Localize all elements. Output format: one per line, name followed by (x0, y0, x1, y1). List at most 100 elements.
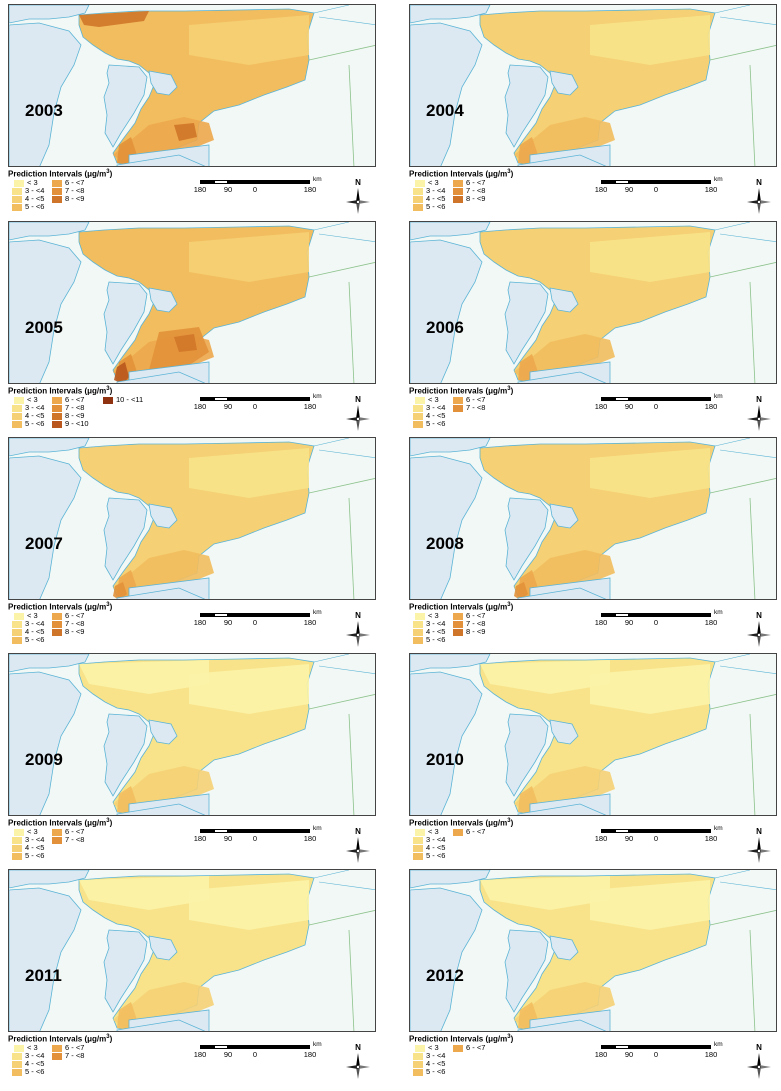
legend-label: < 3 (428, 395, 439, 404)
river (714, 654, 776, 675)
scale-segment (228, 613, 255, 617)
legend-item: 4 - <5 (12, 628, 60, 637)
north-arrow-icon: N (345, 393, 371, 433)
lake-erie (517, 371, 607, 383)
concentration-zone (590, 15, 710, 65)
legend-swatch (12, 1069, 22, 1076)
legend-item: 6 - <7 (52, 828, 100, 837)
concentration-zone (189, 232, 309, 282)
lake-huron (103, 713, 148, 797)
border-line (348, 929, 355, 1031)
lake-michigan (410, 239, 483, 383)
north-arrow-icon: N (345, 609, 371, 649)
legend-label: 8 - <9 (65, 627, 85, 636)
concentration-zone (189, 664, 309, 714)
legend-item: 4 - <5 (413, 844, 461, 853)
legend-swatch (413, 413, 423, 420)
legend-label: 8 - <9 (65, 411, 85, 420)
north-arrow-icon: N (746, 825, 772, 865)
lake-superior (410, 222, 491, 241)
year-label: 2009 (25, 750, 63, 769)
legend-swatch (453, 196, 463, 203)
scale-segment (255, 1045, 310, 1049)
map-panel-2007: 2007 Prediction Intervals (μg/m3) < 3 3 -… (8, 437, 376, 652)
legend-swatch (12, 845, 22, 852)
scale-label: 0 (252, 185, 258, 194)
border-line (348, 281, 355, 383)
legend-item: 5 - <6 (413, 420, 461, 429)
map-frame: 2006 (409, 221, 777, 384)
legend-swatch (12, 421, 22, 428)
lake-michigan (9, 239, 82, 383)
lake-superior (9, 870, 90, 889)
scale-label: 90 (624, 618, 634, 627)
legend-label: 7 - <8 (65, 835, 85, 844)
scale-unit: km (714, 393, 723, 400)
map-canvas (410, 654, 776, 815)
concentration-zone (189, 448, 309, 498)
north-arrow-icon: N (746, 1041, 772, 1081)
map-canvas (9, 438, 375, 599)
legend-item: 6 - <7 (453, 1044, 501, 1053)
legend-item: 4 - <5 (12, 194, 60, 204)
concentration-zone (590, 880, 710, 930)
legend-swatch (413, 188, 423, 195)
legend-item: 8 - <9 (52, 195, 100, 204)
concentration-zone (174, 123, 197, 141)
scale-bar: 180 90 0 180 km (194, 393, 322, 411)
scale-label: 180 (704, 834, 718, 843)
legend-label: 8 - <9 (466, 627, 486, 636)
legend-label: 4 - <5 (426, 411, 446, 420)
scale-label: 180 (303, 618, 317, 627)
legend-swatch (453, 180, 463, 187)
legend-label: < 3 (428, 611, 439, 620)
lake-erie (517, 587, 607, 599)
scale-unit: km (714, 1041, 723, 1048)
scale-segment (255, 397, 310, 401)
legend-swatch (12, 1061, 22, 1068)
georgian-bay (148, 935, 178, 961)
legend-item: 3 - <4 (413, 1052, 461, 1061)
legend-item: < 3 (415, 828, 463, 837)
legend-label: 5 - <6 (426, 851, 446, 860)
legend-item: 5 - <6 (12, 852, 60, 861)
legend-item: 7 - <8 (453, 404, 501, 413)
border-line (749, 64, 756, 166)
lake-michigan (410, 455, 483, 599)
scale-segment (200, 180, 214, 184)
lake-erie (116, 1019, 206, 1031)
scale-label: 180 (193, 1050, 207, 1059)
north-arrow-icon: N (746, 393, 772, 433)
legend-label: 4 - <5 (25, 194, 45, 203)
legend-swatch (52, 405, 62, 412)
legend-swatch (103, 397, 113, 404)
scale-segment (656, 1045, 711, 1049)
legend-swatch (453, 405, 463, 412)
legend-swatch (12, 637, 22, 644)
scale-segment (629, 180, 656, 184)
map-panel-2005: 2005 Prediction Intervals (μg/m3) < 3 3 -… (8, 221, 376, 436)
lake-erie (517, 154, 607, 166)
scale-segment (214, 613, 228, 617)
legend-swatch (413, 405, 423, 412)
legend-item: 5 - <6 (413, 202, 461, 212)
lake-michigan (9, 455, 82, 599)
map-panel-2012: 2012 Prediction Intervals (μg/m3) < 3 3 -… (409, 869, 777, 1084)
border-line (709, 910, 776, 926)
georgian-bay (148, 503, 178, 529)
north-arrow-icon: N (746, 176, 772, 216)
lake-michigan (9, 887, 82, 1031)
map-panel-2006: 2006 Prediction Intervals (μg/m3) < 3 3 -… (409, 221, 777, 436)
legend-swatch (14, 829, 24, 836)
legend-label: 5 - <6 (426, 1067, 446, 1076)
legend-swatch (52, 413, 62, 420)
legend-label: 5 - <6 (426, 202, 446, 211)
river (714, 870, 776, 891)
legend-title: Prediction Intervals (μg/m3) (409, 818, 514, 828)
scale-label: 90 (223, 185, 233, 194)
legend-title: Prediction Intervals (μg/m3) (409, 169, 514, 179)
legend-item: 3 - <4 (413, 404, 461, 413)
legend-swatch (12, 837, 22, 844)
scale-unit: km (313, 393, 322, 400)
border-line (348, 713, 355, 815)
